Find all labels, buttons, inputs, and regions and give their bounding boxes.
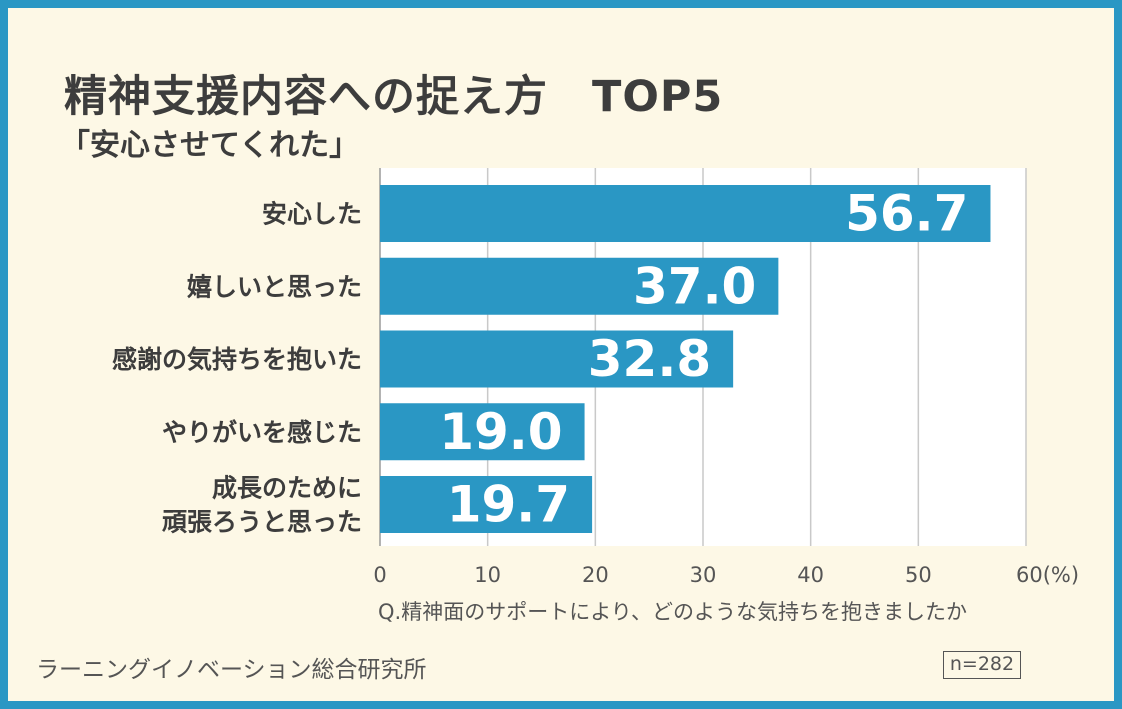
x-tick-label: 50 xyxy=(905,563,932,587)
bar-value-label: 19.7 xyxy=(447,476,570,534)
chart-subtitle: 「安心させてくれた」 xyxy=(60,128,360,163)
x-tick-label: 60(%) xyxy=(1016,563,1079,587)
category-label: 頑張ろうと思った xyxy=(162,508,362,537)
bar-value-label: 19.0 xyxy=(439,403,562,461)
bar-value-label: 56.7 xyxy=(845,185,968,243)
bar-value-label: 37.0 xyxy=(633,257,756,315)
bar-value-label: 32.8 xyxy=(588,330,711,388)
category-label: 成長のために xyxy=(212,474,362,503)
bar xyxy=(380,330,734,388)
category-label: 嬉しいと思った xyxy=(187,272,362,301)
x-tick-label: 0 xyxy=(373,563,386,587)
source-label: ラーニングイノベーション総合研究所 xyxy=(36,657,427,683)
category-label: 感謝の気持ちを抱いた xyxy=(112,345,362,374)
sample-size-badge: n=282 xyxy=(943,651,1021,679)
bar xyxy=(380,257,779,315)
chart-title: 精神支援内容への捉え方 TOP5 xyxy=(64,72,724,122)
x-tick-label: 20 xyxy=(582,563,609,587)
bar xyxy=(380,476,593,533)
x-tick-label: 40 xyxy=(797,563,824,587)
bar xyxy=(380,185,991,242)
question-text: Q.精神面のサポートにより、どのような気持ちを抱きましたか xyxy=(378,600,967,624)
category-label: やりがいを感じた xyxy=(162,418,362,447)
x-tick-label: 30 xyxy=(690,563,717,587)
bar xyxy=(380,403,585,461)
category-label: 安心した xyxy=(262,200,362,229)
x-tick-label: 10 xyxy=(474,563,501,587)
